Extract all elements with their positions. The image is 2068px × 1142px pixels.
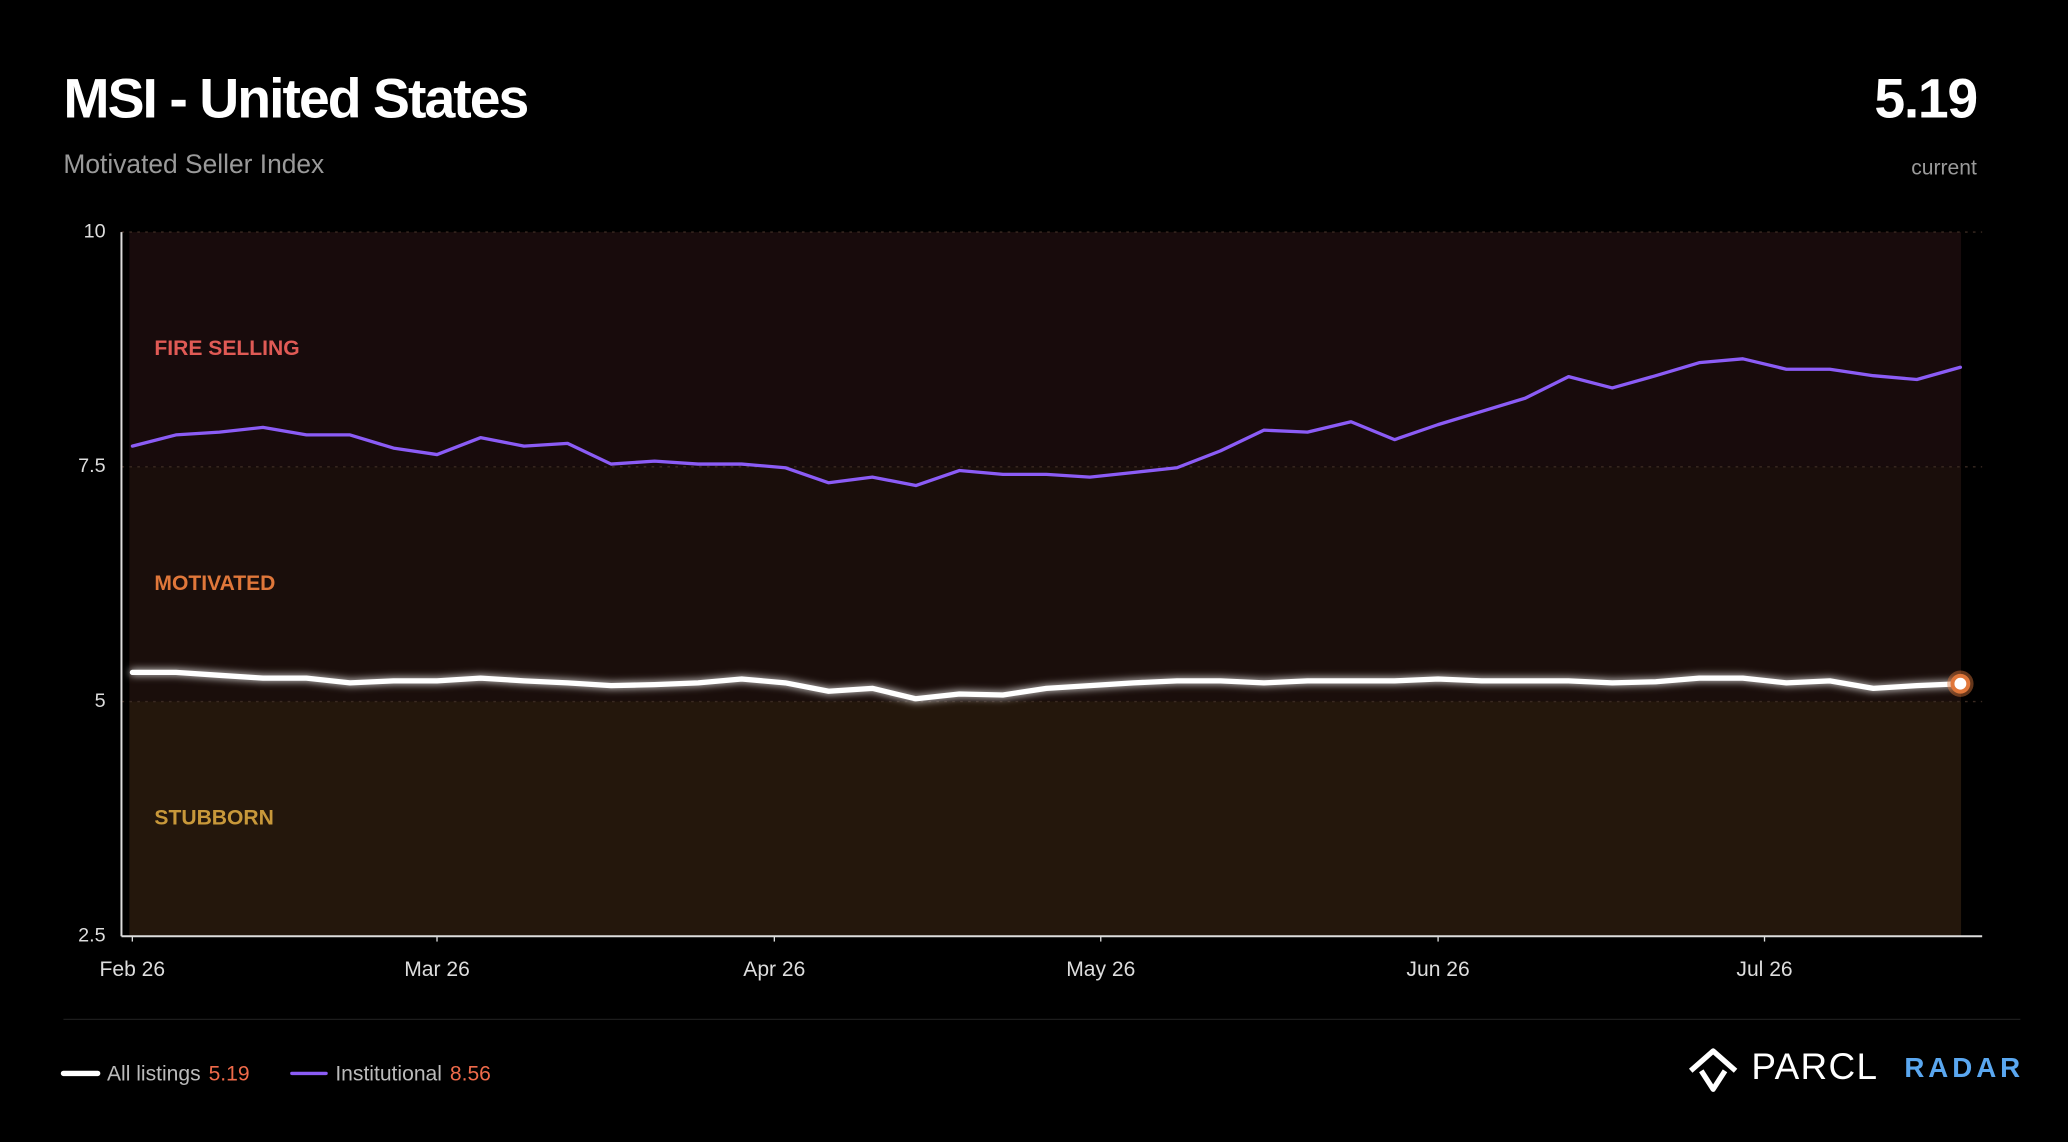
brand-name: PARCL [1751, 1046, 1878, 1087]
x-tick-label: Apr 26 [743, 958, 805, 981]
logo: PARCL RADAR [1688, 1046, 2024, 1092]
legend-label: Institutional [335, 1062, 442, 1085]
zone-label: STUBBORN [154, 806, 273, 829]
end-marker [1950, 673, 1971, 694]
x-tick-label: Mar 26 [404, 958, 470, 981]
series-line [129, 669, 1964, 702]
zone-band [129, 232, 1962, 467]
y-tick-label: 5 [95, 690, 106, 712]
zone-label: MOTIVATED [154, 572, 275, 595]
x-tick-label: May 26 [1066, 958, 1135, 981]
x-tick-label: Jun 26 [1406, 958, 1469, 981]
zone-band [129, 466, 1962, 702]
legend-value: 8.56 [450, 1062, 491, 1085]
y-tick-label: 10 [84, 220, 106, 242]
current-label: current [1911, 156, 1977, 179]
legend-label: All listings [107, 1062, 201, 1085]
title: MSI - United States [63, 67, 527, 129]
current-value: 5.19 [1874, 67, 1977, 129]
x-tick-label: Jul 26 [1736, 958, 1792, 981]
series-line [130, 357, 1963, 488]
subtitle: Motivated Seller Index [63, 149, 324, 179]
zone-label: FIRE SELLING [154, 337, 299, 360]
y-tick-label: 7.5 [78, 455, 105, 477]
x-tick-label: Feb 26 [100, 958, 166, 981]
zone-band [129, 701, 1962, 937]
y-tick-label: 2.5 [78, 925, 105, 947]
brand-product: RADAR [1904, 1052, 2024, 1083]
legend-value: 5.19 [209, 1062, 250, 1085]
logo-icon [1688, 1048, 1738, 1092]
